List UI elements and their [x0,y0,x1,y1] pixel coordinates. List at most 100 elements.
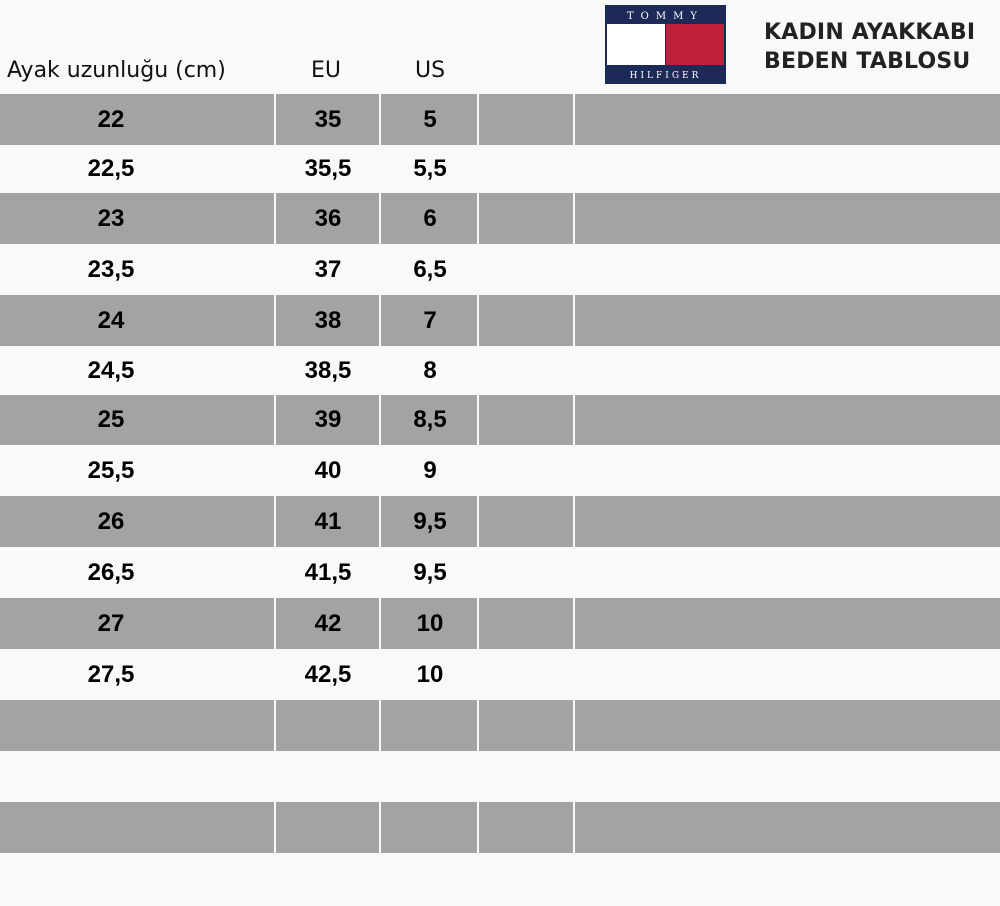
header-foot-length: Ayak uzunluğu (cm) [7,58,226,83]
table-row: 27,5 42,5 10 [0,649,1000,700]
cell-eu: 37 [314,255,342,283]
column-divider [477,395,479,445]
column-divider [274,395,276,445]
cell-foot-length: 23,5 [87,255,135,283]
column-divider [379,395,381,445]
column-divider [379,700,381,751]
header-us: US [415,58,446,83]
cell-foot-length [0,802,222,853]
table-row: 26 41 9,5 [0,496,1000,547]
column-divider [573,94,575,145]
cell-foot-length: 27 [97,609,125,637]
column-divider [573,700,575,751]
cell-us: 8 [423,356,437,384]
cell-foot-length: 24,5 [87,356,135,384]
cell-us: 9 [423,456,437,484]
column-divider [573,193,575,244]
column-divider [274,295,276,346]
cell-eu: 36 [314,204,342,232]
cell-us: 8,5 [413,406,447,433]
cell-us: 9,5 [413,507,447,535]
column-divider [379,496,381,547]
cell-foot-length: 23 [97,204,125,232]
cell-eu: 42 [314,609,342,637]
column-divider [274,802,276,853]
table-row: 22,5 35,5 5,5 [0,145,1000,193]
column-divider [274,700,276,751]
header-eu: EU [311,58,342,83]
cell-us [381,802,479,853]
cell-us: 6,5 [413,255,447,283]
cell-foot-length: 26 [97,507,125,535]
table-row [0,802,1000,853]
table-row: 23 36 6 [0,193,1000,244]
cell-eu [276,802,380,853]
column-divider [274,94,276,145]
column-divider [379,94,381,145]
cell-us: 10 [416,609,444,637]
cell-foot-length: 24 [97,306,125,334]
column-divider [379,598,381,649]
cell-us [381,751,479,802]
cell-us: 10 [416,660,444,688]
column-divider [477,598,479,649]
cell-eu [276,700,380,751]
column-divider [573,395,575,445]
cell-us: 5,5 [413,155,447,182]
table-row: 25 39 8,5 [0,395,1000,445]
column-divider [573,295,575,346]
cell-eu: 39 [314,406,342,433]
column-divider [379,295,381,346]
column-divider [477,700,479,751]
column-divider [477,295,479,346]
cell-us: 5 [423,105,437,133]
cell-eu: 38 [314,306,342,334]
cell-eu: 35,5 [304,155,352,182]
cell-eu: 41 [314,507,342,535]
tommy-hilfiger-logo: TOMMY HILFIGER [605,5,726,84]
cell-eu: 42,5 [304,660,352,688]
table-row: 27 42 10 [0,598,1000,649]
cell-us: 9,5 [413,558,447,586]
column-divider [573,802,575,853]
table-row: 26,5 41,5 9,5 [0,547,1000,598]
column-divider [477,802,479,853]
cell-us [381,700,479,751]
column-divider [477,94,479,145]
table-row: 24,5 38,5 8 [0,346,1000,395]
title-line-2: BEDEN TABLOSU [764,49,971,74]
cell-foot-length: 26,5 [87,558,135,586]
cell-foot-length: 25 [97,406,125,433]
table-row [0,700,1000,751]
cell-eu [276,751,380,802]
table-row: 22 35 5 [0,94,1000,145]
column-divider [274,193,276,244]
cell-foot-length: 22,5 [87,155,135,182]
column-divider [379,802,381,853]
column-divider [379,193,381,244]
cell-foot-length: 25,5 [87,456,135,484]
table-row: 24 38 7 [0,295,1000,346]
column-divider [274,598,276,649]
cell-foot-length: 27,5 [87,660,135,688]
logo-top-text: TOMMY [627,11,704,22]
table-row: 23,5 37 6,5 [0,244,1000,295]
table-row: 25,5 40 9 [0,445,1000,496]
cell-foot-length: 22 [97,105,125,133]
column-divider [573,496,575,547]
cell-foot-length [0,700,222,751]
column-divider [477,496,479,547]
cell-eu: 35 [314,105,342,133]
table-row [0,751,1000,802]
cell-foot-length [0,751,222,802]
cell-us: 7 [423,306,437,334]
title-line-1: KADIN AYAKKABI [764,20,976,45]
cell-us: 6 [423,204,437,232]
page-title: KADIN AYAKKABI BEDEN TABLOSU [764,18,975,76]
column-divider [573,598,575,649]
logo-bottom-text: HILFIGER [630,71,702,81]
column-divider [274,496,276,547]
cell-eu: 41,5 [304,558,352,586]
column-divider [477,193,479,244]
cell-eu: 40 [314,456,342,484]
